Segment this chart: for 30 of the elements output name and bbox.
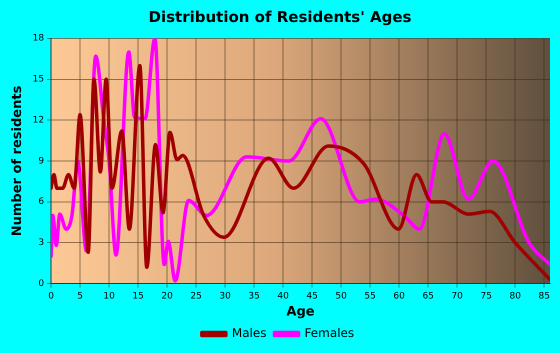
x-tick-label: 35 — [248, 291, 260, 302]
y-tick-label: 18 — [32, 34, 44, 44]
y-tick-label: 3 — [38, 238, 44, 248]
x-tick-label: 25 — [190, 291, 202, 302]
x-tick-label: 40 — [277, 291, 290, 302]
x-tick-label: 10 — [103, 291, 116, 302]
y-axis-title: Number of residents — [10, 85, 26, 236]
y-tick-label: 9 — [38, 156, 44, 166]
y-tick-label: 15 — [32, 74, 44, 85]
x-tick-label: 30 — [219, 291, 232, 302]
x-tick-label: 70 — [451, 291, 464, 302]
legend-label: Females — [304, 326, 354, 340]
x-tick-label: 20 — [161, 291, 174, 302]
x-tick-label: 50 — [335, 291, 348, 302]
x-tick-label: 85 — [538, 291, 550, 302]
y-tick-label: 0 — [38, 278, 44, 289]
legend-label: Males — [232, 326, 267, 340]
x-axis-title: Age — [286, 304, 315, 320]
x-tick-label: 5 — [77, 291, 83, 302]
y-tick-label: 6 — [38, 197, 44, 208]
x-tick-label: 45 — [306, 291, 318, 302]
x-tick-label: 75 — [480, 291, 492, 302]
y-tick-label: 12 — [32, 115, 44, 126]
x-tick-label: 55 — [364, 291, 376, 302]
x-tick-label: 80 — [509, 291, 522, 302]
x-tick-label: 15 — [132, 291, 144, 302]
chart-title: Distribution of Residents' Ages — [148, 8, 412, 26]
x-tick-label: 60 — [393, 291, 406, 302]
x-tick-label: 0 — [48, 291, 54, 302]
x-tick-label: 65 — [422, 291, 434, 302]
